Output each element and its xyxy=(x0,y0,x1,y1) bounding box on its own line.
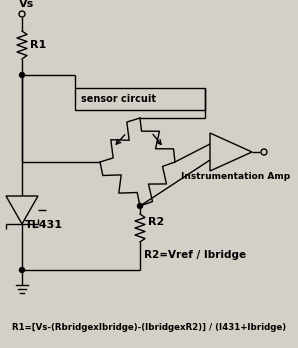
Text: Vs: Vs xyxy=(19,0,34,9)
Bar xyxy=(75,88,205,110)
Circle shape xyxy=(19,11,25,17)
Polygon shape xyxy=(210,133,252,171)
Text: sensor circuit: sensor circuit xyxy=(81,94,156,104)
Text: R1: R1 xyxy=(30,40,46,50)
Circle shape xyxy=(19,72,24,78)
Text: R2=Vref / Ibridge: R2=Vref / Ibridge xyxy=(144,250,246,260)
Text: R1=[Vs-(RbridgexIbridge)-(IbridgexR2)] / (I431+Ibridge): R1=[Vs-(RbridgexIbridge)-(IbridgexR2)] /… xyxy=(12,323,286,332)
Text: TL431: TL431 xyxy=(25,220,63,230)
Polygon shape xyxy=(6,196,38,224)
Text: Instrumentation Amp: Instrumentation Amp xyxy=(181,172,291,181)
Circle shape xyxy=(261,149,267,155)
Circle shape xyxy=(137,204,142,208)
Circle shape xyxy=(19,268,24,272)
Text: R2: R2 xyxy=(148,217,164,227)
